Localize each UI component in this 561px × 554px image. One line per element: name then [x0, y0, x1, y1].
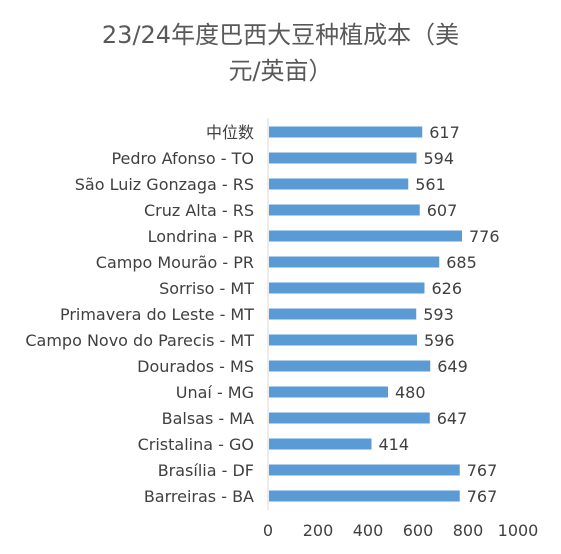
x-tick-label: 200: [303, 521, 334, 540]
category-label: Londrina - PR: [148, 227, 254, 246]
x-tick-label: 400: [353, 521, 384, 540]
data-label: 607: [427, 201, 458, 220]
bar: [269, 490, 460, 502]
chart-title-line-2: 元/英亩）: [228, 57, 333, 85]
category-label: Balsas - MA: [162, 409, 254, 428]
bar: [269, 308, 417, 320]
data-label: 593: [423, 305, 454, 324]
data-label: 767: [467, 487, 498, 506]
x-tick-label: 600: [403, 521, 434, 540]
bar: [269, 126, 423, 138]
data-label: 776: [469, 227, 500, 246]
bar: [269, 360, 431, 372]
data-label: 414: [379, 435, 410, 454]
category-label: Brasília - DF: [158, 461, 254, 480]
bar: [269, 204, 420, 216]
bar: [269, 178, 409, 190]
category-label: Pedro Afonso - TO: [111, 149, 254, 168]
category-label: São Luiz Gonzaga - RS: [75, 175, 254, 194]
data-label: 617: [429, 123, 460, 142]
data-label: 594: [424, 149, 455, 168]
bar: [269, 464, 460, 476]
bar: [269, 152, 417, 164]
category-label: Dourados - MS: [137, 357, 254, 376]
bar: [269, 412, 430, 424]
bar: [269, 256, 440, 268]
x-tick-label: 0: [263, 521, 273, 540]
data-label: 647: [437, 409, 468, 428]
data-label: 685: [446, 253, 477, 272]
category-label: Barreiras - BA: [144, 487, 254, 506]
category-label: Primavera do Leste - MT: [60, 305, 254, 324]
data-label: 649: [437, 357, 468, 376]
data-label: 767: [467, 461, 498, 480]
category-label: Sorriso - MT: [159, 279, 254, 298]
x-tick-label: 800: [453, 521, 484, 540]
x-tick-label: 1000: [498, 521, 539, 540]
category-label: Cristalina - GO: [138, 435, 254, 454]
bar: [269, 334, 417, 346]
data-label: 596: [424, 331, 455, 350]
chart-title-line-1: 23/24年度巴西大豆种植成本（美: [101, 21, 460, 49]
category-label: Unaí - MG: [176, 383, 254, 402]
data-label: 561: [415, 175, 446, 194]
bar: [269, 438, 372, 450]
bar: [269, 386, 388, 398]
category-label: 中位数: [206, 123, 254, 142]
category-label: Campo Novo do Parecis - MT: [25, 331, 254, 350]
bar: [269, 282, 425, 294]
category-label: Cruz Alta - RS: [144, 201, 254, 220]
category-label: Campo Mourão - PR: [96, 253, 254, 272]
data-label: 480: [395, 383, 426, 402]
bar: [269, 230, 462, 242]
data-label: 626: [432, 279, 463, 298]
